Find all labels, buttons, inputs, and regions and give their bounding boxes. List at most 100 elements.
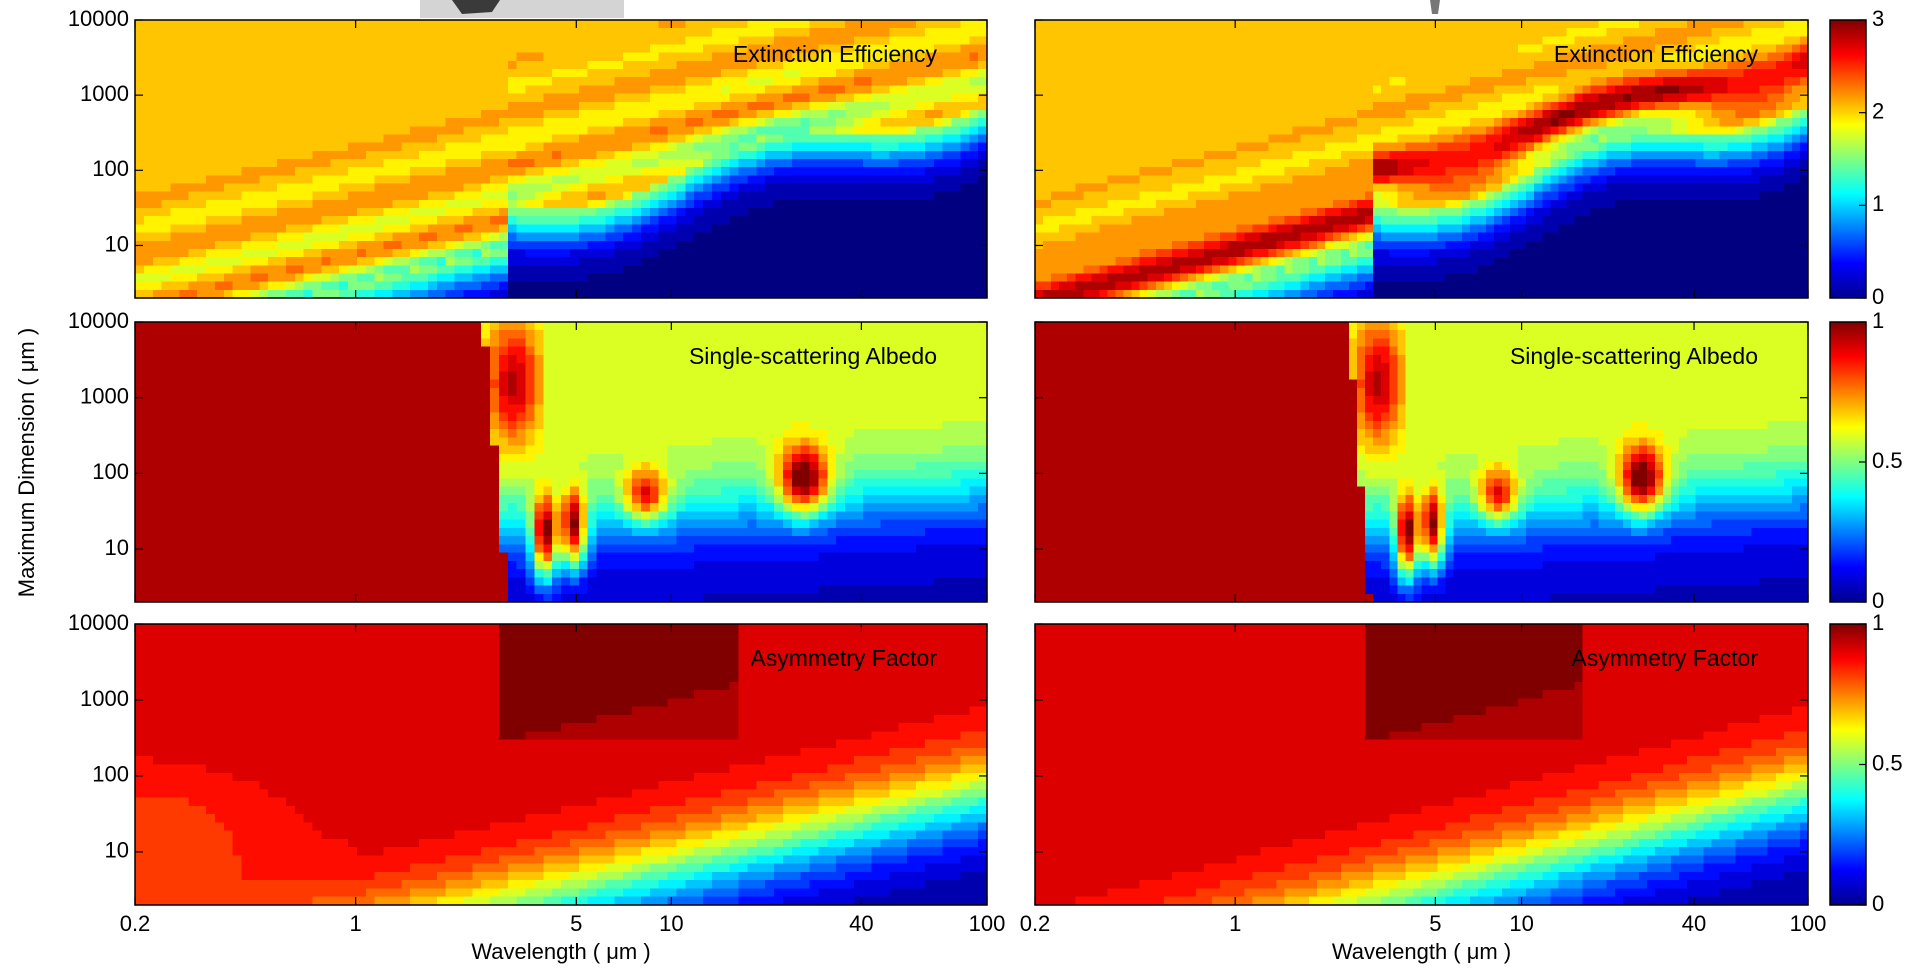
field-cell (250, 28, 259, 37)
field-cell (561, 61, 570, 70)
field-cell (375, 216, 384, 225)
field-cell (712, 265, 721, 274)
field-cell (916, 175, 925, 184)
field-cell (712, 143, 721, 152)
field-cell (1405, 69, 1414, 78)
field-cell (978, 45, 987, 54)
field-cell (1059, 94, 1068, 103)
field-cell (916, 151, 925, 160)
field-cell (943, 273, 952, 282)
field-cell (943, 126, 952, 135)
field-cell (1148, 200, 1157, 209)
field-cell (1156, 257, 1165, 266)
field-cell (517, 233, 526, 242)
field-cell (1252, 94, 1261, 103)
field-cell (446, 249, 455, 258)
field-cell (375, 36, 384, 45)
field-cell (1244, 233, 1253, 242)
field-cell (277, 85, 286, 94)
field-cell (1116, 36, 1125, 45)
field-cell (242, 110, 251, 119)
field-cell (818, 208, 827, 217)
field-cell (455, 94, 464, 103)
field-cell (286, 20, 295, 29)
field-cell (259, 192, 268, 201)
field-cell (1220, 159, 1229, 168)
field-cell (783, 85, 792, 94)
field-cell (810, 167, 819, 176)
field-cell (810, 118, 819, 127)
field-cell (952, 216, 961, 225)
field-cell (1075, 233, 1084, 242)
field-cell (863, 143, 872, 152)
field-cell (277, 265, 286, 274)
field-cell (526, 126, 535, 135)
field-cell (676, 28, 685, 37)
field-cell (481, 61, 490, 70)
field-cell (1301, 265, 1310, 274)
field-cell (818, 200, 827, 209)
field-cell (623, 273, 632, 282)
field-cell (1059, 143, 1068, 152)
field-cell (1389, 102, 1398, 111)
field-cell (943, 85, 952, 94)
field-cell (1244, 53, 1253, 62)
field-cell (1333, 126, 1342, 135)
field-cell (499, 53, 508, 62)
field-cell (747, 134, 756, 143)
field-cell (295, 126, 304, 135)
field-cell (952, 53, 961, 62)
field-cell (1236, 61, 1245, 70)
field-cell (1269, 175, 1278, 184)
field-cell (197, 233, 206, 242)
field-cell (943, 233, 952, 242)
field-cell (623, 151, 632, 160)
field-cell (304, 110, 313, 119)
field-cell (668, 159, 677, 168)
field-cell (1035, 77, 1044, 86)
field-cell (1405, 118, 1414, 127)
field-cell (286, 257, 295, 266)
field-cell (863, 159, 872, 168)
field-cell (348, 175, 357, 184)
field-cell (1148, 20, 1157, 29)
field-cell (233, 126, 242, 135)
field-cell (1228, 167, 1237, 176)
field-cell (224, 126, 233, 135)
field-cell (1389, 208, 1398, 217)
field-cell (810, 224, 819, 233)
field-cell (1107, 208, 1116, 217)
field-cell (526, 94, 535, 103)
field-cell (774, 282, 783, 291)
field-cell (1277, 216, 1286, 225)
field-cell (730, 192, 739, 201)
field-cell (969, 265, 978, 274)
field-cell (321, 167, 330, 176)
field-cell (774, 159, 783, 168)
field-cell (1116, 53, 1125, 62)
field-cell (561, 167, 570, 176)
field-cell (730, 175, 739, 184)
field-cell (490, 61, 499, 70)
field-cell (1317, 28, 1326, 37)
field-cell (588, 28, 597, 37)
field-cell (481, 45, 490, 54)
field-cell (1413, 216, 1422, 225)
field-cell (827, 69, 836, 78)
field-cell (277, 175, 286, 184)
field-cell (818, 94, 827, 103)
field-cell (410, 233, 419, 242)
field-cell (1293, 85, 1302, 94)
field-cell (889, 273, 898, 282)
field-cell (881, 224, 890, 233)
field-cell (295, 134, 304, 143)
field-cell (215, 118, 224, 127)
field-cell (978, 208, 987, 217)
field-cell (1116, 224, 1125, 233)
field-cell (756, 273, 765, 282)
field-cell (1196, 61, 1205, 70)
field-cell (392, 61, 401, 70)
field-cell (295, 216, 304, 225)
field-cell (854, 224, 863, 233)
field-cell (392, 224, 401, 233)
